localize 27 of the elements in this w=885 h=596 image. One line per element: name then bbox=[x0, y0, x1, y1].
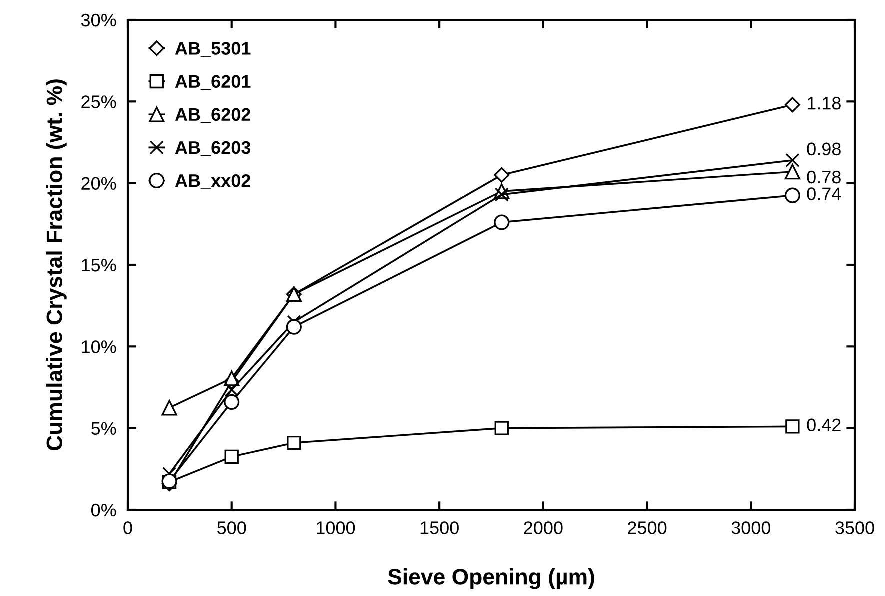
x-tick-label: 500 bbox=[218, 522, 246, 534]
y-tick-label: 15% bbox=[82, 259, 116, 272]
x-tick-label: 3000 bbox=[732, 522, 771, 534]
annotation: 0.74 bbox=[807, 188, 842, 200]
y-tick-label: 10% bbox=[82, 340, 116, 354]
legend-label: AB_xx02 bbox=[175, 174, 251, 190]
x-tick-label: 2000 bbox=[524, 522, 563, 534]
y-tick-label: 5% bbox=[92, 422, 116, 436]
legend-label: AB_6201 bbox=[175, 75, 251, 90]
legend-label: AB_6202 bbox=[175, 108, 251, 124]
x-tick-label: 1500 bbox=[420, 522, 459, 534]
x-tick-label: 2500 bbox=[628, 522, 667, 534]
y-tick-label: 30% bbox=[81, 14, 116, 27]
y-tick-label: 20% bbox=[82, 177, 116, 190]
x-tick-label: 1000 bbox=[317, 522, 356, 534]
x-axis-title: Sieve Opening (µm) bbox=[388, 568, 594, 590]
annotation: 0.42 bbox=[807, 418, 841, 432]
y-axis-title: Cumulative Crystal Fraction (wt. %) bbox=[46, 80, 67, 451]
annotation: 0.78 bbox=[807, 170, 841, 184]
annotation: 1.18 bbox=[808, 96, 841, 110]
y-tick-label: 0% bbox=[92, 504, 116, 517]
legend-label: AB_6203 bbox=[175, 141, 251, 156]
annotation: 0.98 bbox=[807, 142, 841, 156]
y-tick-label: 25% bbox=[82, 96, 116, 108]
x-tick-label: 3500 bbox=[836, 522, 874, 534]
legend-label: AB_5301 bbox=[175, 42, 251, 57]
x-tick-label: 0 bbox=[124, 522, 132, 534]
